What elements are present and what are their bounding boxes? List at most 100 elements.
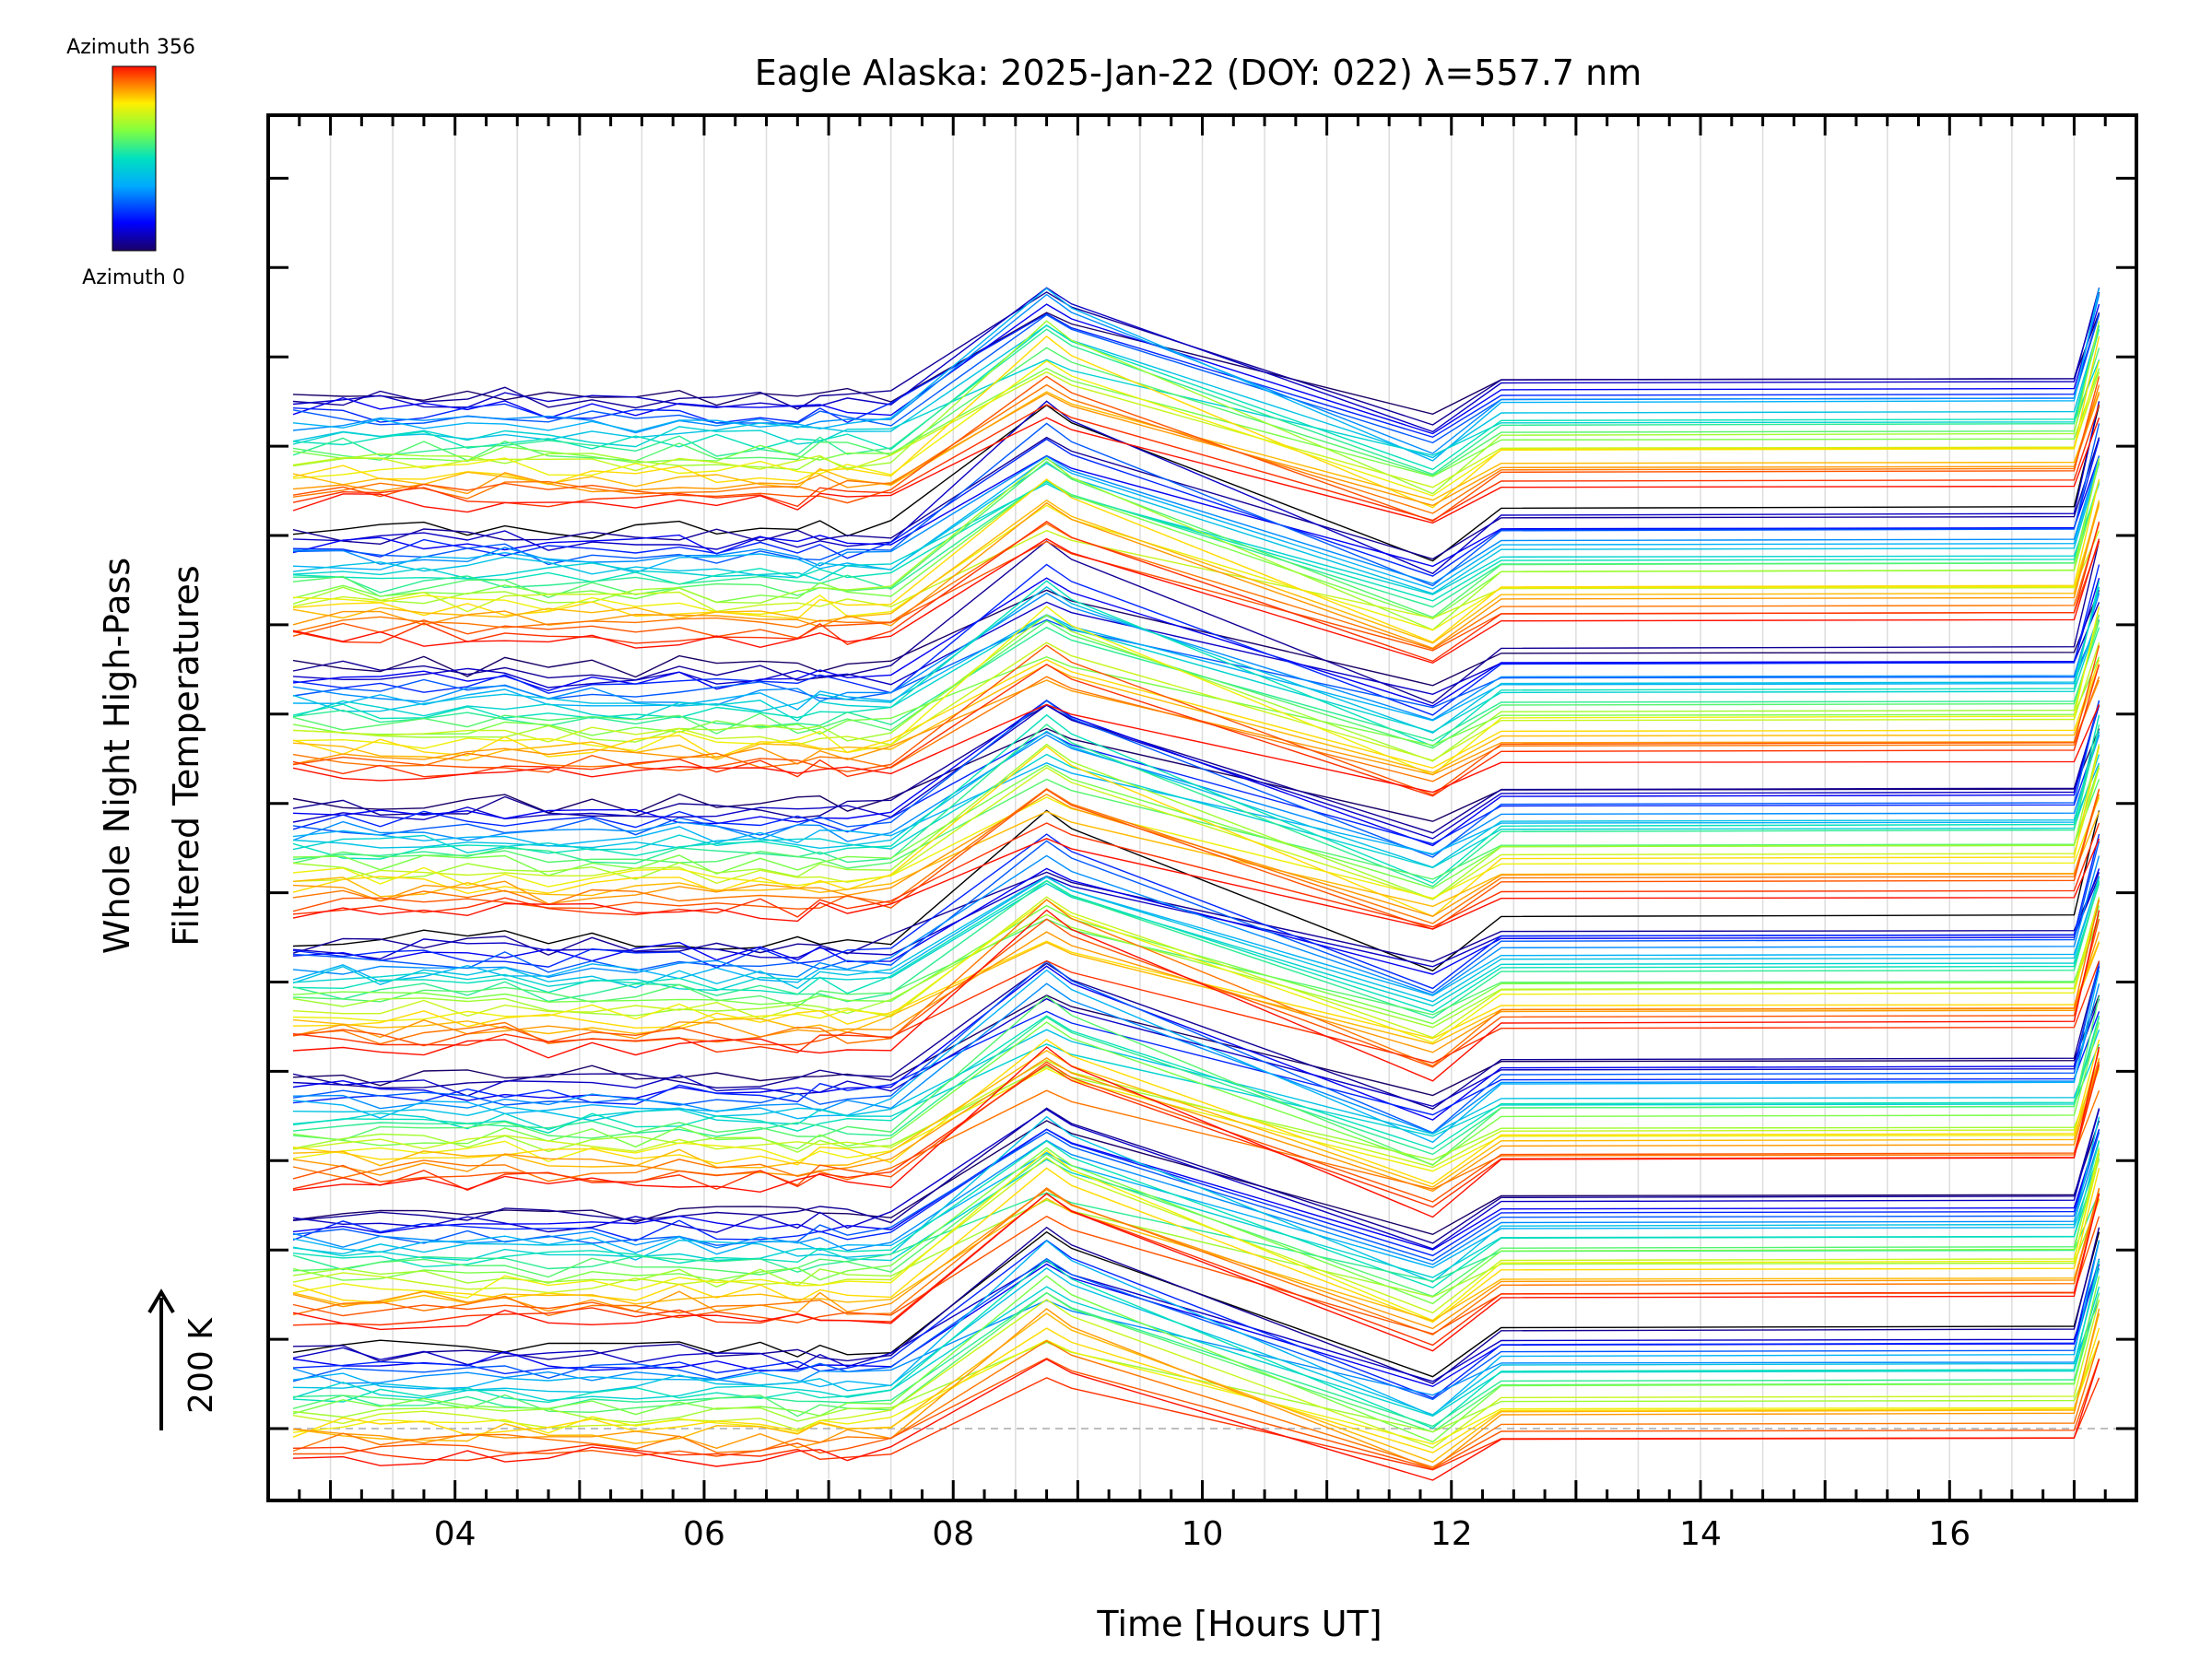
azimuth-trace xyxy=(292,731,2100,845)
azimuth-trace xyxy=(292,1140,2100,1288)
azimuth-trace xyxy=(292,1192,2100,1282)
azimuth-trace xyxy=(292,1049,2100,1188)
azimuth-trace xyxy=(292,727,2100,822)
azimuth-trace xyxy=(292,400,2100,575)
azimuth-trace xyxy=(292,1193,2100,1352)
azimuth-trace xyxy=(292,703,2100,794)
azimuth-trace xyxy=(292,615,2100,733)
azimuth-trace xyxy=(292,1312,2100,1464)
azimuth-trace xyxy=(292,1153,2100,1298)
azimuth-trace xyxy=(292,606,2100,776)
scale-arrow-head xyxy=(147,1288,175,1314)
azimuth-trace xyxy=(292,1039,2100,1185)
azimuth-trace xyxy=(292,417,2100,524)
azimuth-trace xyxy=(292,288,2100,462)
azimuth-trace xyxy=(292,1230,2100,1378)
azimuth-trace xyxy=(292,663,2100,797)
azimuth-trace xyxy=(292,787,2100,924)
azimuth-trace xyxy=(292,479,2100,608)
azimuth-trace xyxy=(292,1358,2100,1481)
azimuth-trace xyxy=(292,793,2100,917)
azimuth-trace xyxy=(292,1149,2100,1322)
azimuth-trace xyxy=(292,1308,2100,1470)
azimuth-trace xyxy=(292,724,2100,888)
azimuth-trace xyxy=(292,764,2100,889)
azimuth-trace xyxy=(292,655,2100,747)
x-tick-label: 10 xyxy=(1182,1515,1224,1553)
azimuth-trace xyxy=(292,1339,2100,1468)
azimuth-trace xyxy=(292,664,2100,774)
azimuth-trace xyxy=(292,982,2100,1135)
azimuth-trace xyxy=(292,335,2100,509)
azimuth-trace xyxy=(292,359,2100,456)
x-tick-label: 08 xyxy=(932,1515,974,1553)
azimuth-trace xyxy=(292,913,2100,1029)
azimuth-trace xyxy=(292,679,2100,776)
chart-title: Eagle Alaska: 2025-Jan-22 (DOY: 022) λ=5… xyxy=(755,53,1642,93)
azimuth-trace xyxy=(292,700,2100,847)
azimuth-trace xyxy=(292,822,2100,928)
azimuth-trace xyxy=(292,1016,2100,1156)
azimuth-trace xyxy=(292,838,2100,930)
azimuth-trace xyxy=(292,909,2100,1082)
y-axis-label-line1: Whole Night High-Pass xyxy=(97,558,137,954)
azimuth-trace xyxy=(292,460,2100,618)
azimuth-trace xyxy=(292,1259,2100,1430)
azimuth-trace xyxy=(292,375,2100,523)
azimuth-trace xyxy=(292,368,2100,477)
x-axis-label: Time [Hours UT] xyxy=(1096,1604,1382,1644)
azimuth-trace xyxy=(292,1107,2100,1244)
azimuth-trace xyxy=(292,867,2100,975)
azimuth-trace xyxy=(292,499,2100,644)
azimuth-trace xyxy=(292,796,2100,900)
azimuth-trace xyxy=(292,840,2100,994)
azimuth-trace xyxy=(292,521,2100,663)
azimuth-trace xyxy=(292,1108,2100,1250)
azimuth-trace xyxy=(292,1115,2100,1283)
azimuth-trace xyxy=(292,324,2100,459)
azimuth-trace xyxy=(292,871,2100,963)
scale-bar-label: 200 K xyxy=(182,1317,220,1414)
azimuth-trace xyxy=(292,457,2100,631)
azimuth-trace xyxy=(292,882,2100,1006)
azimuth-trace xyxy=(292,422,2100,587)
azimuth-trace xyxy=(292,436,2100,560)
azimuth-trace xyxy=(292,504,2100,631)
azimuth-trace xyxy=(292,904,2100,1025)
azimuth-trace xyxy=(292,1089,2100,1190)
azimuth-trace xyxy=(292,1377,2100,1471)
azimuth-trace xyxy=(292,1046,2100,1218)
azimuth-trace xyxy=(292,1188,2100,1330)
azimuth-trace xyxy=(292,1159,2100,1278)
colorbar-top-label: Azimuth 356 xyxy=(66,36,195,59)
azimuth-trace xyxy=(292,501,2100,650)
azimuth-trace xyxy=(292,1257,2100,1401)
azimuth-trace xyxy=(292,918,2100,1016)
azimuth-trace xyxy=(292,391,2100,501)
azimuth-trace xyxy=(292,931,2100,1053)
azimuth-trace xyxy=(292,293,2100,454)
azimuth-trace xyxy=(292,1067,2100,1172)
azimuth-trace xyxy=(292,455,2100,584)
azimuth-trace xyxy=(292,1193,2100,1347)
colorbar-bottom-label: Azimuth 0 xyxy=(82,266,185,289)
azimuth-trace xyxy=(292,1128,2100,1257)
azimuth-trace xyxy=(292,404,2100,562)
azimuth-trace xyxy=(292,580,2100,747)
azimuth-trace xyxy=(292,960,2100,1134)
azimuth-trace xyxy=(292,537,2100,665)
colorbar xyxy=(112,65,157,252)
azimuth-trace xyxy=(292,879,2100,1019)
azimuth-trace xyxy=(292,959,2100,1064)
x-tick-label: 04 xyxy=(434,1515,477,1553)
azimuth-trace xyxy=(292,713,2100,884)
azimuth-trace xyxy=(292,478,2100,620)
azimuth-trace xyxy=(292,312,2100,416)
azimuth-trace xyxy=(292,291,2100,426)
azimuth-trace xyxy=(292,641,2100,761)
x-tick-label: 06 xyxy=(683,1515,725,1553)
azimuth-trace xyxy=(292,969,2100,1144)
azimuth-trace xyxy=(292,734,2100,856)
azimuth-trace xyxy=(292,1065,2100,1161)
